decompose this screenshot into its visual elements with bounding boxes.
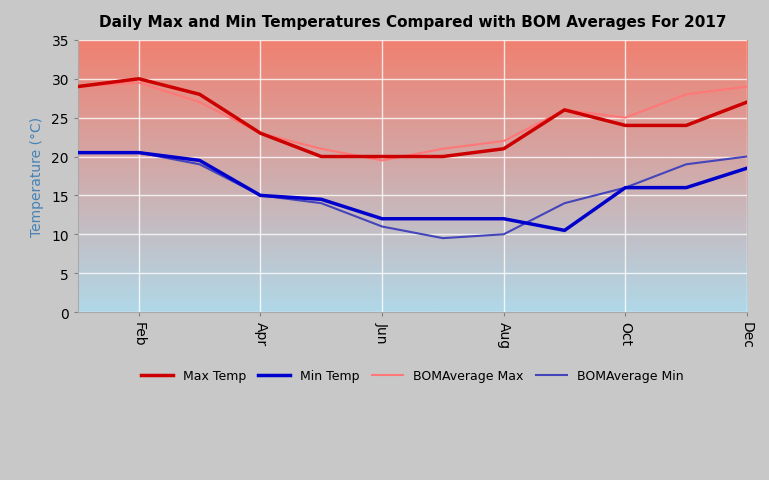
BOMAverage Max: [256, 131, 265, 137]
BOMAverage Max: [681, 92, 691, 98]
Min Temp: [438, 216, 448, 222]
Title: Daily Max and Min Temperatures Compared with BOM Averages For 2017: Daily Max and Min Temperatures Compared …: [98, 15, 726, 30]
Min Temp: [317, 197, 326, 203]
Y-axis label: Temperature (°C): Temperature (°C): [31, 117, 45, 237]
BOMAverage Min: [499, 232, 508, 238]
BOMAverage Min: [134, 150, 143, 156]
Legend: Max Temp, Min Temp, BOMAverage Max, BOMAverage Min: Max Temp, Min Temp, BOMAverage Max, BOMA…: [136, 365, 688, 388]
BOMAverage Max: [499, 139, 508, 144]
BOMAverage Min: [256, 193, 265, 199]
BOMAverage Max: [742, 84, 751, 90]
Max Temp: [378, 154, 387, 160]
Max Temp: [499, 146, 508, 152]
Line: BOMAverage Max: BOMAverage Max: [78, 84, 747, 161]
Min Temp: [256, 193, 265, 199]
Max Temp: [560, 108, 569, 113]
BOMAverage Min: [438, 236, 448, 241]
Max Temp: [317, 154, 326, 160]
BOMAverage Max: [134, 81, 143, 86]
Line: Min Temp: Min Temp: [78, 153, 747, 231]
Line: Max Temp: Max Temp: [78, 80, 747, 157]
Max Temp: [256, 131, 265, 137]
BOMAverage Max: [438, 146, 448, 152]
BOMAverage Min: [681, 162, 691, 168]
Min Temp: [73, 150, 82, 156]
BOMAverage Min: [560, 201, 569, 206]
Min Temp: [499, 216, 508, 222]
Min Temp: [134, 150, 143, 156]
Max Temp: [73, 84, 82, 90]
Max Temp: [134, 77, 143, 83]
BOMAverage Max: [378, 158, 387, 164]
BOMAverage Min: [742, 154, 751, 160]
Min Temp: [621, 185, 630, 191]
Min Temp: [378, 216, 387, 222]
BOMAverage Min: [195, 162, 205, 168]
BOMAverage Max: [317, 146, 326, 152]
BOMAverage Max: [195, 100, 205, 106]
BOMAverage Max: [621, 116, 630, 121]
BOMAverage Max: [560, 108, 569, 113]
Max Temp: [195, 92, 205, 98]
BOMAverage Max: [73, 84, 82, 90]
Min Temp: [742, 166, 751, 172]
Min Temp: [195, 158, 205, 164]
BOMAverage Min: [317, 201, 326, 206]
BOMAverage Min: [378, 224, 387, 230]
BOMAverage Min: [621, 185, 630, 191]
Min Temp: [560, 228, 569, 234]
Min Temp: [681, 185, 691, 191]
Max Temp: [621, 123, 630, 129]
Max Temp: [681, 123, 691, 129]
Max Temp: [742, 100, 751, 106]
Max Temp: [438, 154, 448, 160]
Line: BOMAverage Min: BOMAverage Min: [78, 153, 747, 239]
BOMAverage Min: [73, 150, 82, 156]
